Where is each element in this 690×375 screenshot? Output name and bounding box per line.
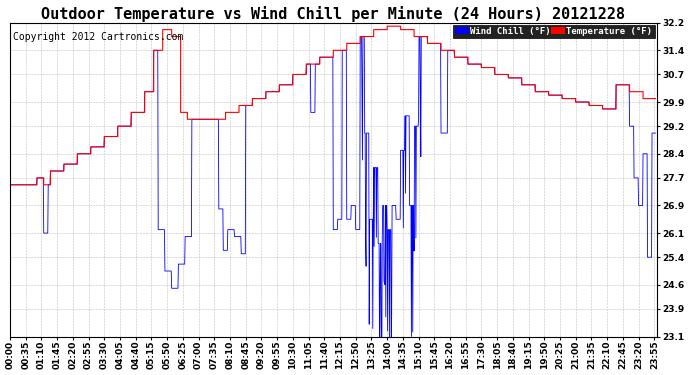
Text: Copyright 2012 Cartronics.com: Copyright 2012 Cartronics.com	[13, 32, 184, 42]
Title: Outdoor Temperature vs Wind Chill per Minute (24 Hours) 20121228: Outdoor Temperature vs Wind Chill per Mi…	[41, 6, 625, 21]
Legend: Wind Chill (°F), Temperature (°F): Wind Chill (°F), Temperature (°F)	[453, 24, 655, 38]
